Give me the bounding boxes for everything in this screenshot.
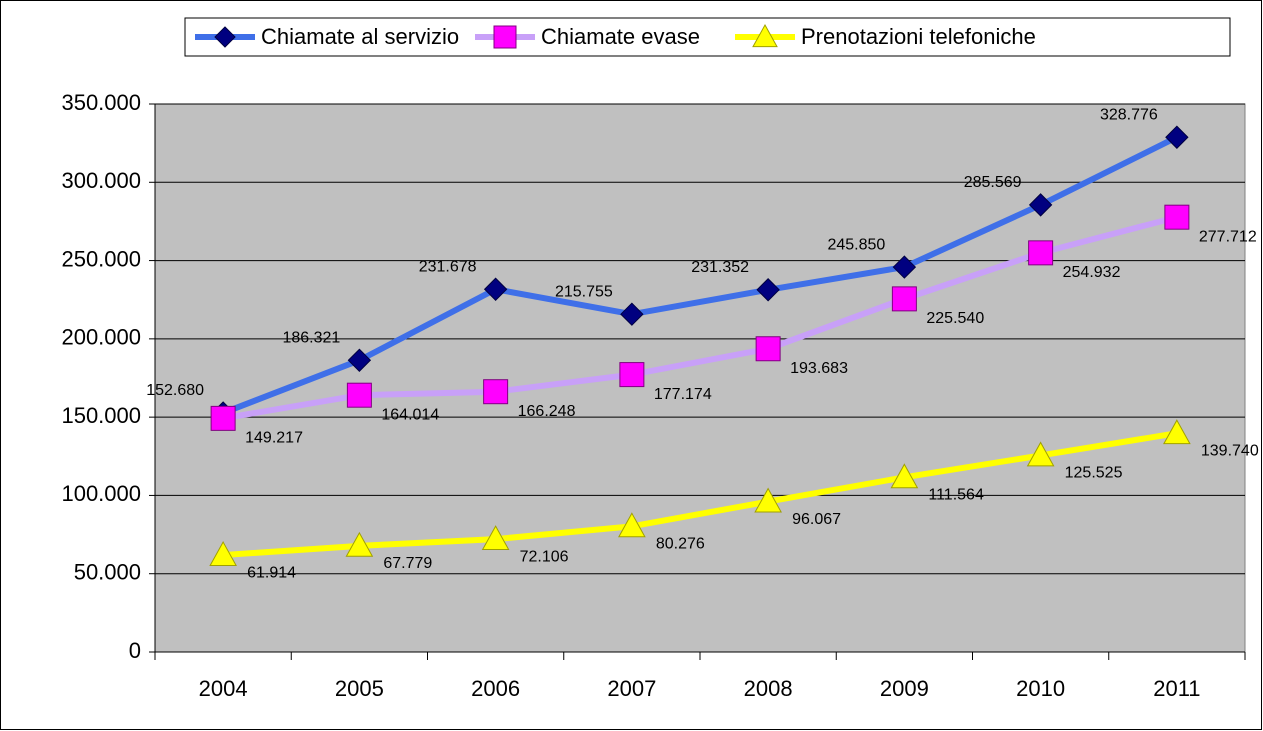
marker bbox=[892, 255, 917, 279]
data-label: 231.678 bbox=[419, 258, 477, 275]
data-label: 164.014 bbox=[381, 406, 439, 423]
marker bbox=[209, 541, 237, 566]
marker bbox=[345, 531, 374, 557]
marker bbox=[1028, 240, 1054, 266]
x-tick-label: 2007 bbox=[607, 676, 656, 701]
legend-label: Prenotazioni telefoniche bbox=[801, 24, 1036, 49]
x-tick-label: 2010 bbox=[1016, 676, 1065, 701]
data-label: 111.564 bbox=[928, 487, 984, 504]
marker bbox=[620, 302, 644, 326]
legend-box bbox=[184, 17, 1231, 57]
series-line bbox=[222, 134, 1179, 416]
x-tick-label: 2005 bbox=[335, 676, 384, 701]
data-label: 96.067 bbox=[792, 511, 841, 528]
y-tick-label: 350.000 bbox=[61, 90, 141, 115]
marker bbox=[1164, 204, 1190, 230]
marker bbox=[1165, 125, 1189, 149]
y-tick-label: 0 bbox=[129, 638, 141, 663]
data-label: 277.712 bbox=[1199, 228, 1257, 245]
marker bbox=[483, 379, 509, 405]
data-label: 254.932 bbox=[1063, 264, 1121, 281]
data-label: 61.914 bbox=[247, 564, 296, 581]
x-tick-label: 2006 bbox=[471, 676, 520, 701]
data-label: 67.779 bbox=[383, 555, 432, 572]
marker bbox=[483, 277, 508, 301]
marker bbox=[618, 512, 646, 538]
data-label: 186.321 bbox=[282, 329, 340, 346]
y-tick-label: 300.000 bbox=[61, 168, 141, 193]
marker bbox=[214, 26, 236, 48]
marker bbox=[481, 525, 510, 551]
marker bbox=[752, 23, 778, 48]
marker bbox=[346, 382, 372, 408]
marker bbox=[1163, 419, 1191, 445]
data-label: 139.740 bbox=[1201, 442, 1259, 459]
data-label: 72.106 bbox=[520, 548, 569, 565]
data-label: 177.174 bbox=[654, 386, 712, 403]
data-label: 225.540 bbox=[926, 310, 984, 327]
series-line bbox=[222, 214, 1178, 422]
data-label: 328.776 bbox=[1100, 106, 1158, 123]
data-label: 80.276 bbox=[656, 536, 705, 553]
series-line bbox=[222, 430, 1178, 559]
data-label: 125.525 bbox=[1065, 465, 1123, 482]
x-tick-label: 2004 bbox=[199, 676, 248, 701]
marker bbox=[619, 362, 645, 388]
y-tick-label: 200.000 bbox=[61, 325, 141, 350]
marker bbox=[1026, 441, 1055, 467]
data-label: 149.217 bbox=[245, 430, 303, 447]
data-label: 193.683 bbox=[790, 360, 848, 377]
x-tick-label: 2008 bbox=[744, 676, 793, 701]
data-label: 215.755 bbox=[555, 283, 613, 300]
data-label: 245.850 bbox=[827, 236, 885, 253]
legend-label: Chiamate evase bbox=[541, 24, 700, 49]
marker bbox=[756, 278, 780, 302]
data-label: 231.352 bbox=[691, 259, 749, 276]
marker bbox=[493, 25, 517, 49]
data-label: 152.680 bbox=[146, 382, 204, 399]
marker bbox=[755, 336, 781, 362]
x-tick-label: 2009 bbox=[880, 676, 929, 701]
y-tick-label: 250.000 bbox=[61, 246, 141, 271]
legend-label: Chiamate al servizio bbox=[261, 24, 459, 49]
data-label: 166.248 bbox=[518, 403, 576, 420]
marker bbox=[754, 487, 782, 513]
y-tick-label: 50.000 bbox=[74, 560, 141, 585]
marker bbox=[210, 405, 236, 431]
marker bbox=[890, 463, 919, 489]
marker bbox=[347, 348, 372, 372]
data-label: 285.569 bbox=[964, 174, 1022, 191]
marker bbox=[891, 286, 917, 312]
x-tick-label: 2011 bbox=[1153, 676, 1200, 701]
y-tick-label: 150.000 bbox=[61, 403, 141, 428]
y-tick-label: 100.000 bbox=[61, 481, 141, 506]
marker bbox=[1028, 193, 1053, 217]
